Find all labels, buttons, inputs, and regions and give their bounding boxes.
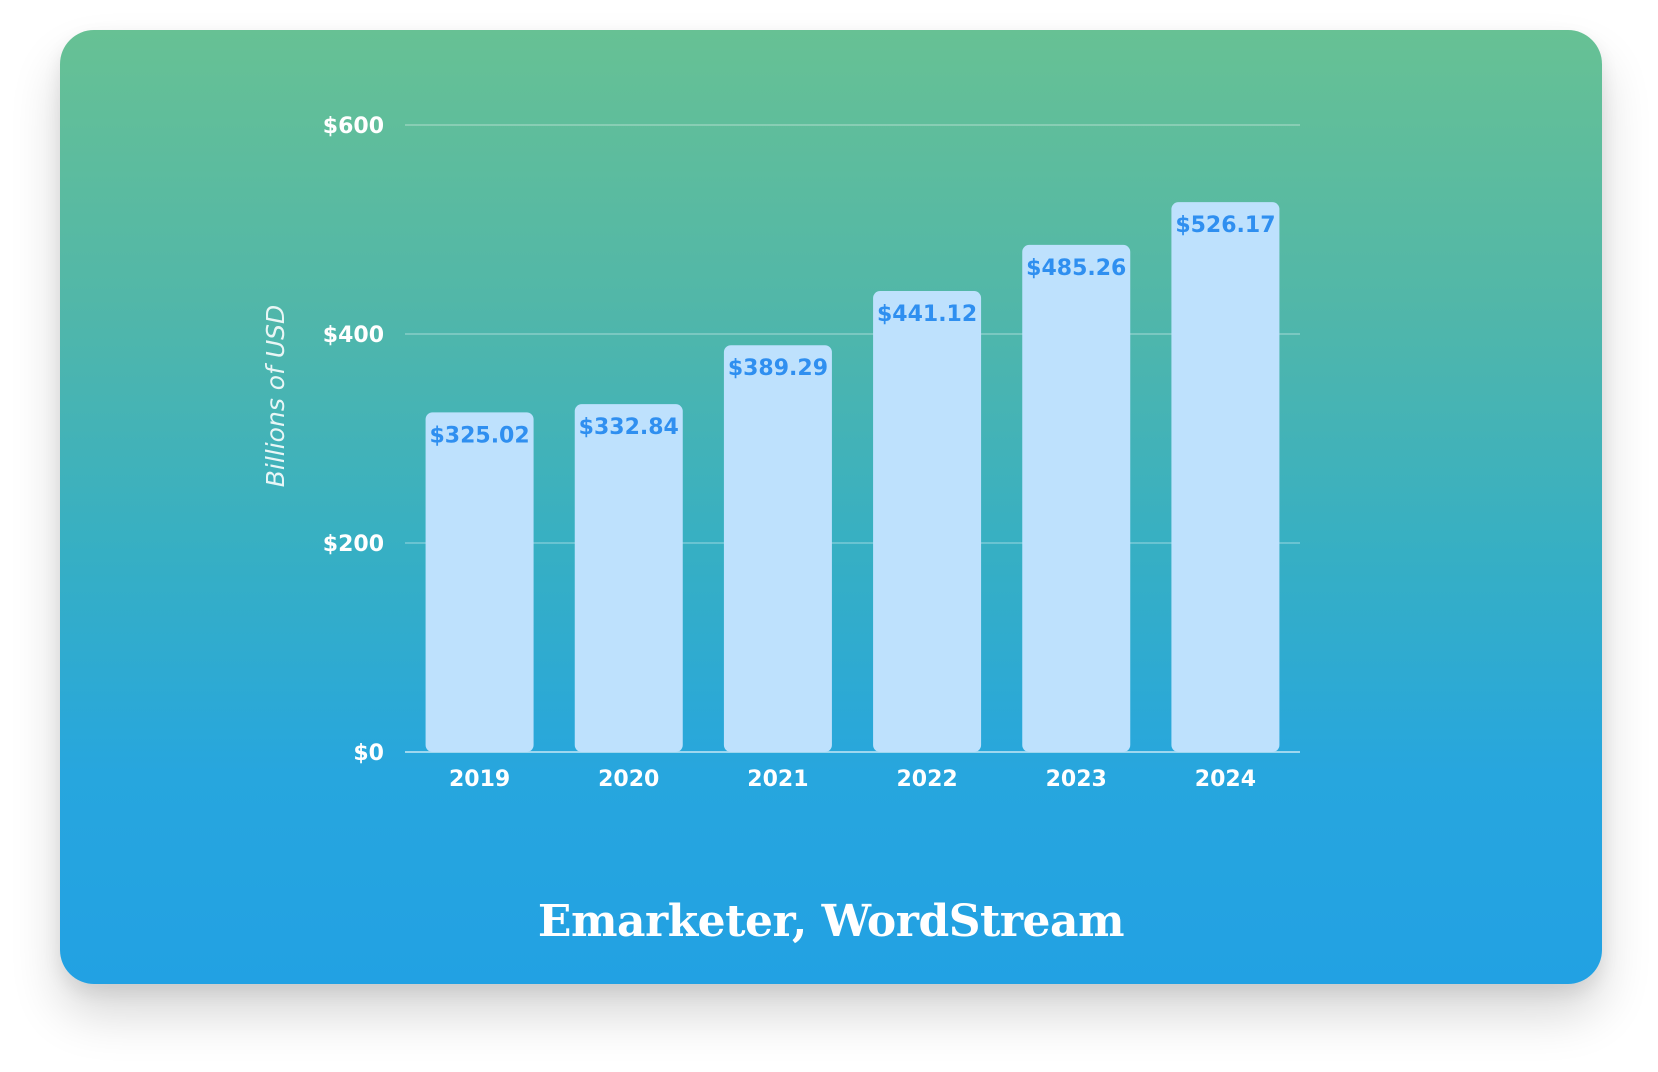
bar [873, 291, 982, 752]
y-tick-label: $200 [323, 532, 384, 557]
bar-value-label: $441.12 [877, 302, 977, 327]
bar [1022, 244, 1131, 752]
bar [723, 345, 832, 752]
y-axis-title: Billions of USD [261, 305, 290, 488]
gridlines [405, 124, 1300, 753]
x-axis-ticks: 2019 2020 2021 2022 2023 2024 [449, 767, 1256, 792]
x-tick-label: 2019 [449, 767, 510, 792]
chart-card: $0 $200 $400 $600 $325.02 $332.84 $389.29 $441… [60, 30, 1602, 984]
bar [574, 404, 683, 752]
bar-value-label: $332.84 [579, 415, 679, 440]
bar-value-label: $325.02 [429, 423, 529, 448]
source-caption: Emarketer, WordStream [537, 896, 1125, 947]
x-tick-label: 2020 [598, 767, 659, 792]
y-tick-label: $0 [353, 741, 384, 766]
bar-value-label: $526.17 [1175, 213, 1275, 238]
y-tick-label: $600 [323, 114, 384, 139]
bar-value-label: $485.26 [1026, 256, 1126, 281]
y-tick-label: $400 [323, 323, 384, 348]
x-tick-label: 2021 [747, 767, 808, 792]
bar [1171, 202, 1280, 752]
y-axis-ticks: $0 $200 $400 $600 [323, 114, 384, 766]
x-tick-label: 2023 [1046, 767, 1107, 792]
x-tick-label: 2022 [896, 767, 957, 792]
bar-chart: $0 $200 $400 $600 $325.02 $332.84 $389.29 $441… [261, 114, 1300, 792]
x-tick-label: 2024 [1195, 767, 1256, 792]
bars: $325.02 $332.84 $389.29 $441.12 $485.26 $526.… [425, 202, 1280, 752]
bar [425, 412, 534, 752]
bar-value-label: $389.29 [728, 356, 828, 381]
